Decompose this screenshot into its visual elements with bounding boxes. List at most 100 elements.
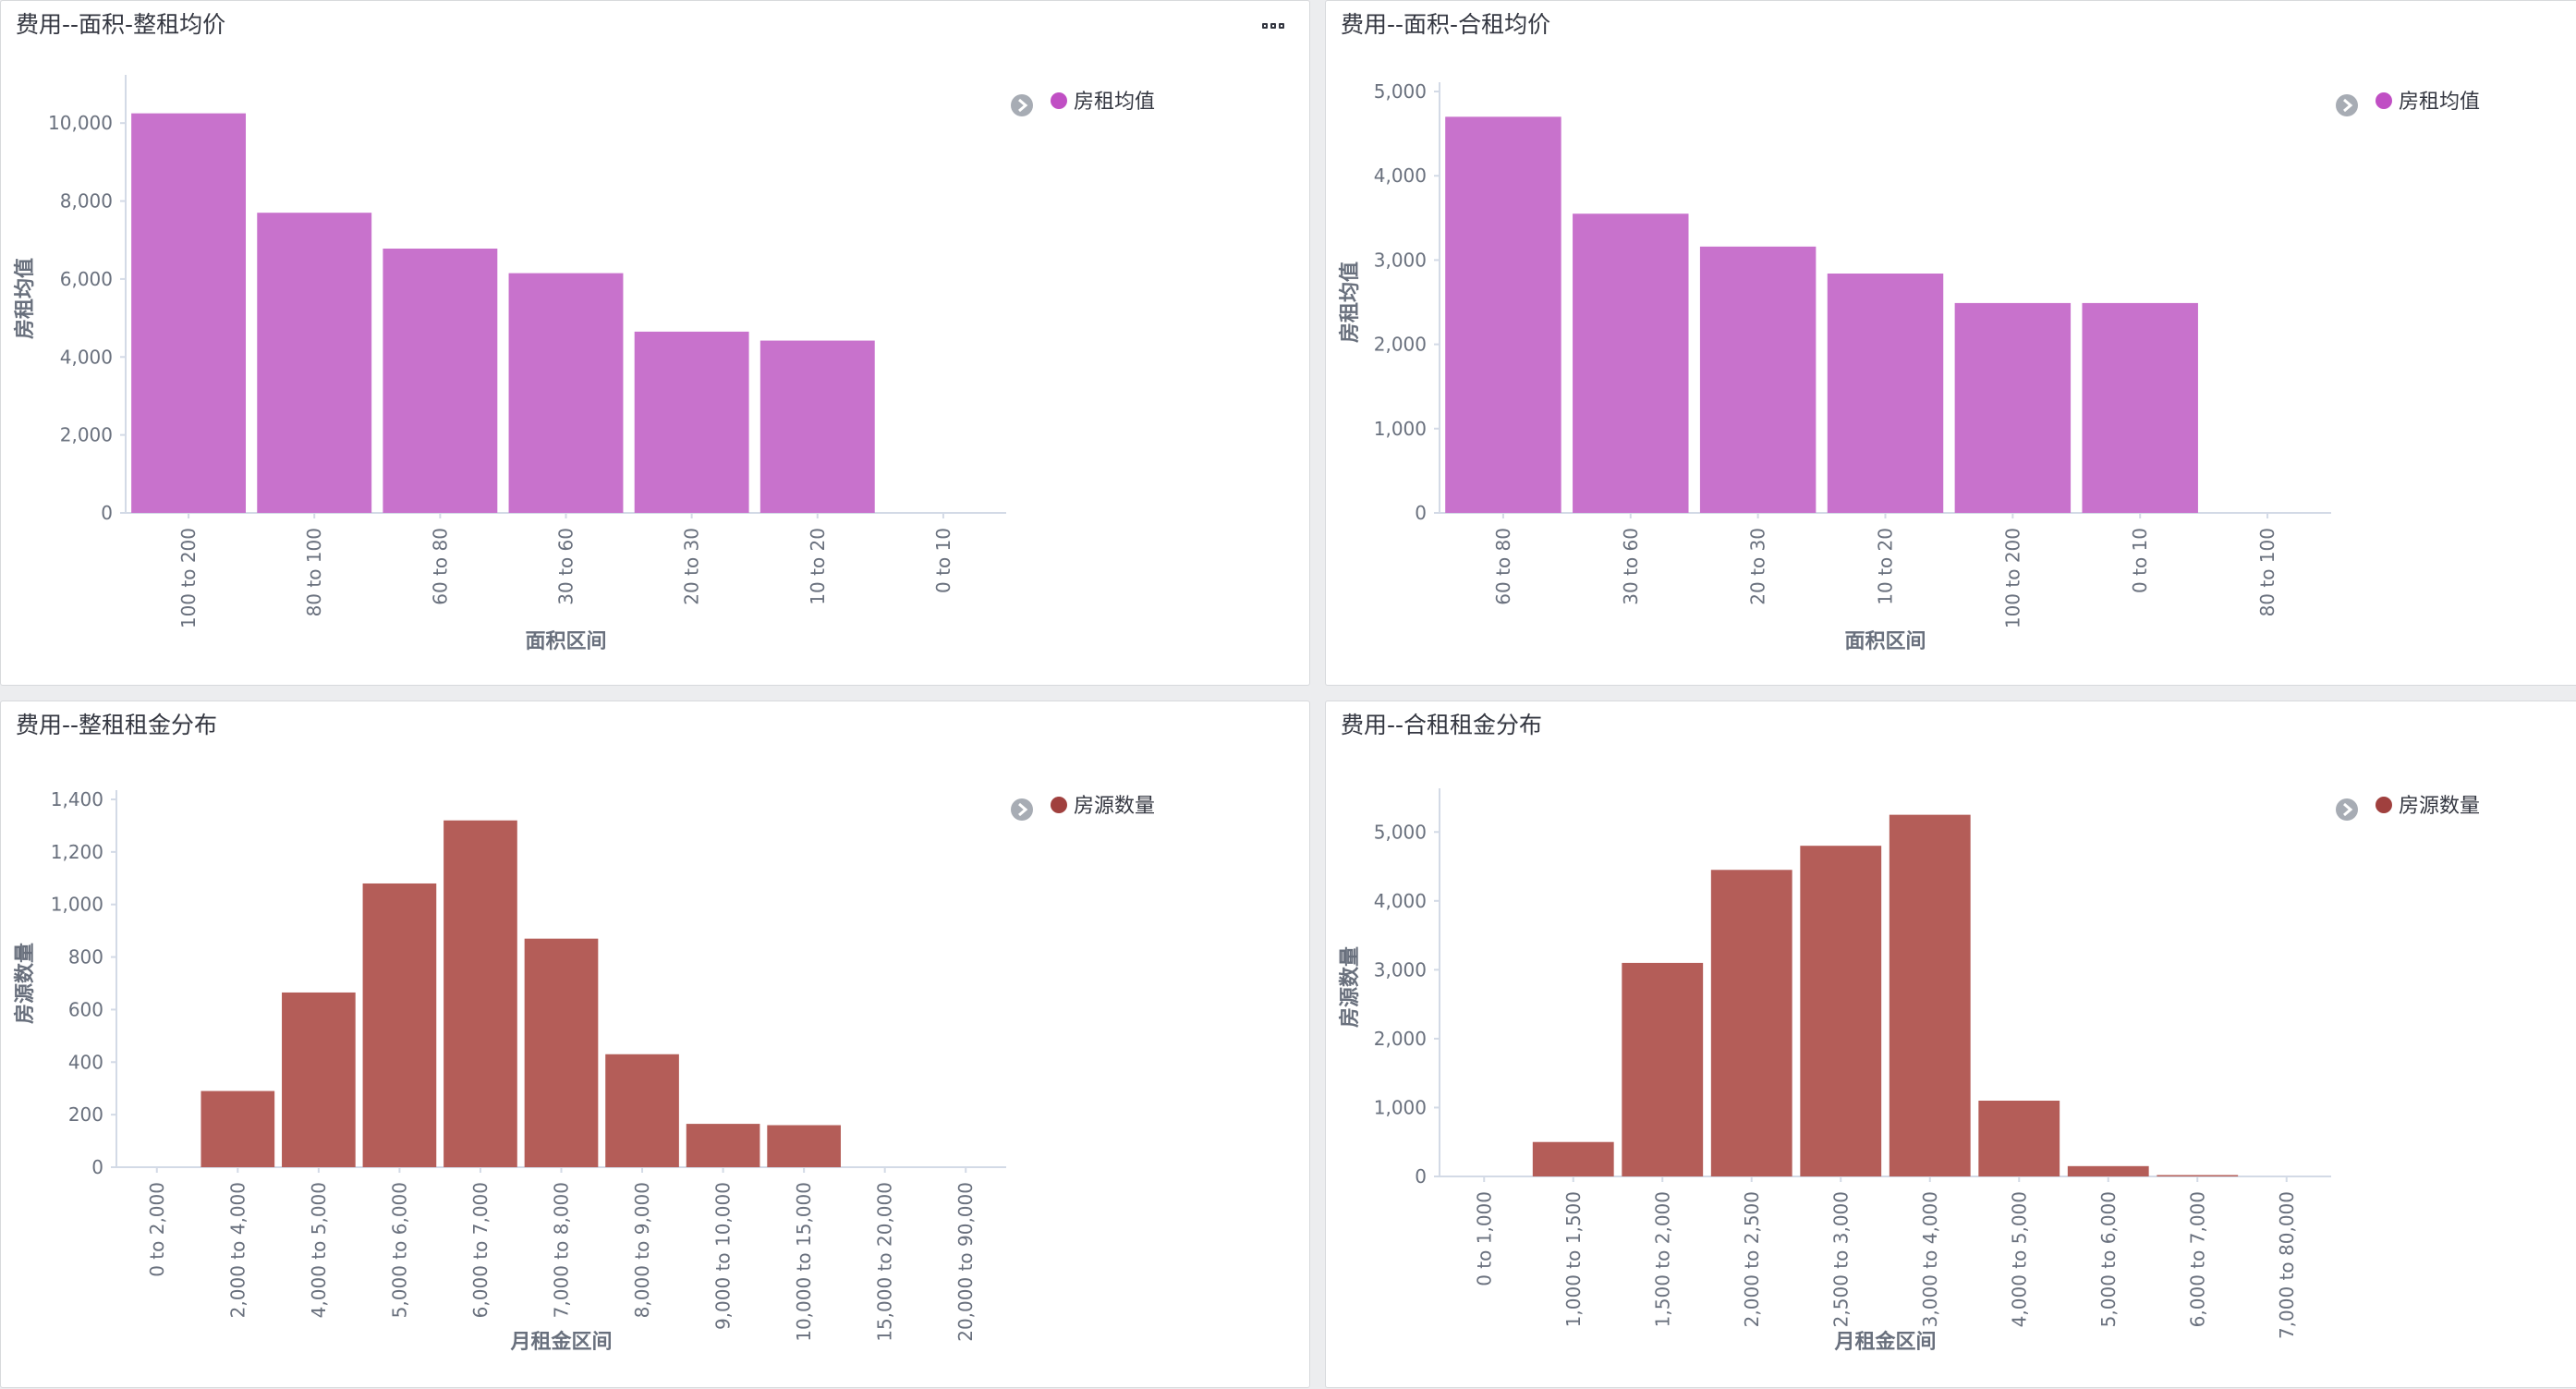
chevron-right-icon: [1018, 98, 1028, 113]
x-tick-label: 9,000 to 10,000: [712, 1182, 735, 1330]
x-tick-label: 20 to 30: [681, 528, 703, 605]
bar[interactable]: [2067, 1165, 2149, 1176]
bar[interactable]: [362, 883, 437, 1167]
x-tick-label: 2,000 to 2,500: [1741, 1191, 1763, 1327]
x-tick-label: 60 to 80: [429, 528, 451, 605]
bar[interactable]: [383, 249, 498, 513]
bar[interactable]: [1710, 870, 1792, 1176]
x-tick-label: 10 to 20: [807, 528, 829, 605]
y-tick-label: 0: [1415, 502, 1427, 524]
bar-chart: 0 2,000 4,000 6,000 8,000 10,000 100 to 200 80 …: [13, 75, 1155, 653]
bar[interactable]: [524, 938, 599, 1167]
bar[interactable]: [1699, 246, 1817, 513]
y-tick-label: 800: [68, 946, 103, 969]
y-tick-label: 4,000: [1374, 164, 1427, 187]
x-axis-title: 月租金区间: [509, 1330, 612, 1354]
bar[interactable]: [1978, 1101, 2060, 1176]
bar-chart: 0 200 400 600 800 1,000 1,200 1,400 0 to 2,000 2,…: [13, 788, 1155, 1354]
y-tick-label: 8,000: [60, 190, 113, 213]
y-tick-label: 4,000: [60, 346, 113, 368]
legend[interactable]: 房租均值: [1011, 91, 1155, 116]
y-tick-label: 5,000: [1374, 80, 1427, 103]
x-tick-label: 30 to 60: [555, 528, 577, 605]
y-tick-label: 2,000: [1374, 1028, 1427, 1050]
x-tick-label: 20 to 30: [1747, 528, 1769, 605]
y-tick-label: 0: [1415, 1165, 1427, 1188]
y-axis-title: 房租均值: [1338, 262, 1362, 343]
y-tick-label: 3,000: [1374, 249, 1427, 271]
bar[interactable]: [444, 820, 517, 1167]
x-tick-label: 100 to 200: [2001, 528, 2023, 628]
x-tick-label: 80 to 100: [303, 528, 325, 616]
panel-area-whole-rent: 费用--面积-整租均价 0 2,000 4,000 6,000 8,000 10,000 1…: [0, 0, 1310, 686]
legend[interactable]: 房租均值: [2336, 91, 2480, 116]
bar[interactable]: [282, 992, 356, 1167]
panel-whole-rent-distribution: 费用--整租租金分布 0 200 400 600 800 1,000 1,200 1,400 0…: [0, 701, 1310, 1388]
bar[interactable]: [257, 213, 372, 513]
y-tick-label: 2,000: [1374, 334, 1427, 356]
x-tick-label: 6,000 to 7,000: [2186, 1191, 2208, 1327]
y-tick-label: 6,000: [60, 268, 113, 290]
legend-toggle-icon[interactable]: [1011, 798, 1033, 821]
y-axis-title: 房源数量: [1338, 946, 1362, 1028]
panel-title: 费用--面积-合租均价: [1341, 11, 1551, 38]
bar[interactable]: [686, 1124, 760, 1167]
x-tick-label: 2,000 to 4,000: [226, 1182, 249, 1318]
bar[interactable]: [767, 1125, 841, 1167]
bar[interactable]: [1532, 1141, 1614, 1176]
bar[interactable]: [508, 273, 624, 513]
x-tick-label: 0 to 1,000: [1473, 1191, 1495, 1286]
bar[interactable]: [605, 1054, 679, 1167]
x-tick-label: 15,000 to 20,000: [874, 1182, 896, 1342]
legend[interactable]: 房源数量: [1011, 795, 1155, 821]
x-tick-label: 7,000 to 8,000: [551, 1182, 573, 1318]
x-tick-label: 60 to 80: [1492, 528, 1514, 605]
panel-options-icon[interactable]: [1262, 23, 1284, 29]
y-tick-label: 0: [91, 1156, 103, 1178]
x-tick-label: 6,000 to 7,000: [469, 1182, 492, 1318]
chevron-right-icon: [2343, 802, 2353, 817]
bar[interactable]: [200, 1090, 275, 1167]
bar[interactable]: [1573, 213, 1689, 514]
x-tick-label: 8,000 to 9,000: [631, 1182, 653, 1318]
bar[interactable]: [1622, 962, 1704, 1176]
y-tick-label: 0: [101, 502, 113, 524]
x-tick-label: 100 to 200: [177, 528, 200, 628]
y-tick-label: 5,000: [1374, 821, 1427, 843]
legend-label: 房租均值: [2399, 91, 2480, 114]
legend-label: 房源数量: [1074, 795, 1155, 818]
legend[interactable]: 房源数量: [2336, 795, 2480, 821]
bar[interactable]: [2082, 302, 2198, 513]
y-tick-label: 2,000: [60, 424, 113, 446]
x-tick-label: 4,000 to 5,000: [2008, 1191, 2030, 1327]
panel-title: 费用--合租租金分布: [1341, 712, 1543, 738]
y-tick-label: 1,000: [51, 894, 103, 916]
bar[interactable]: [1889, 814, 1971, 1176]
x-tick-label: 80 to 100: [2256, 528, 2278, 616]
legend-label: 房源数量: [2399, 795, 2480, 818]
x-tick-label: 30 to 60: [1620, 528, 1642, 605]
legend-swatch: [1051, 797, 1067, 813]
y-tick-label: 200: [68, 1103, 103, 1126]
chevron-right-icon: [2343, 98, 2353, 113]
bar[interactable]: [759, 340, 875, 513]
y-tick-label: 10,000: [48, 112, 113, 134]
panel-title: 费用--整租租金分布: [16, 712, 218, 738]
legend-swatch: [2376, 797, 2392, 813]
bar[interactable]: [1827, 273, 1944, 513]
chevron-right-icon: [1018, 802, 1028, 817]
x-tick-label: 4,000 to 5,000: [308, 1182, 330, 1318]
legend-toggle-icon[interactable]: [1011, 94, 1033, 116]
bar[interactable]: [1800, 846, 1882, 1176]
x-tick-label: 10 to 20: [1875, 528, 1897, 605]
panel-shared-rent-distribution: 费用--合租租金分布 0 1,000 2,000 3,000 4,000 5,000 0 t…: [1325, 701, 2576, 1388]
x-tick-label: 3,000 to 4,000: [1919, 1191, 1941, 1327]
bar[interactable]: [1445, 116, 1561, 514]
bar[interactable]: [634, 331, 749, 513]
x-tick-label: 0 to 10: [932, 528, 954, 593]
legend-swatch: [1051, 92, 1067, 109]
legend-toggle-icon[interactable]: [2336, 94, 2358, 116]
bar[interactable]: [1954, 302, 2072, 513]
legend-toggle-icon[interactable]: [2336, 798, 2358, 821]
bar[interactable]: [131, 113, 247, 514]
